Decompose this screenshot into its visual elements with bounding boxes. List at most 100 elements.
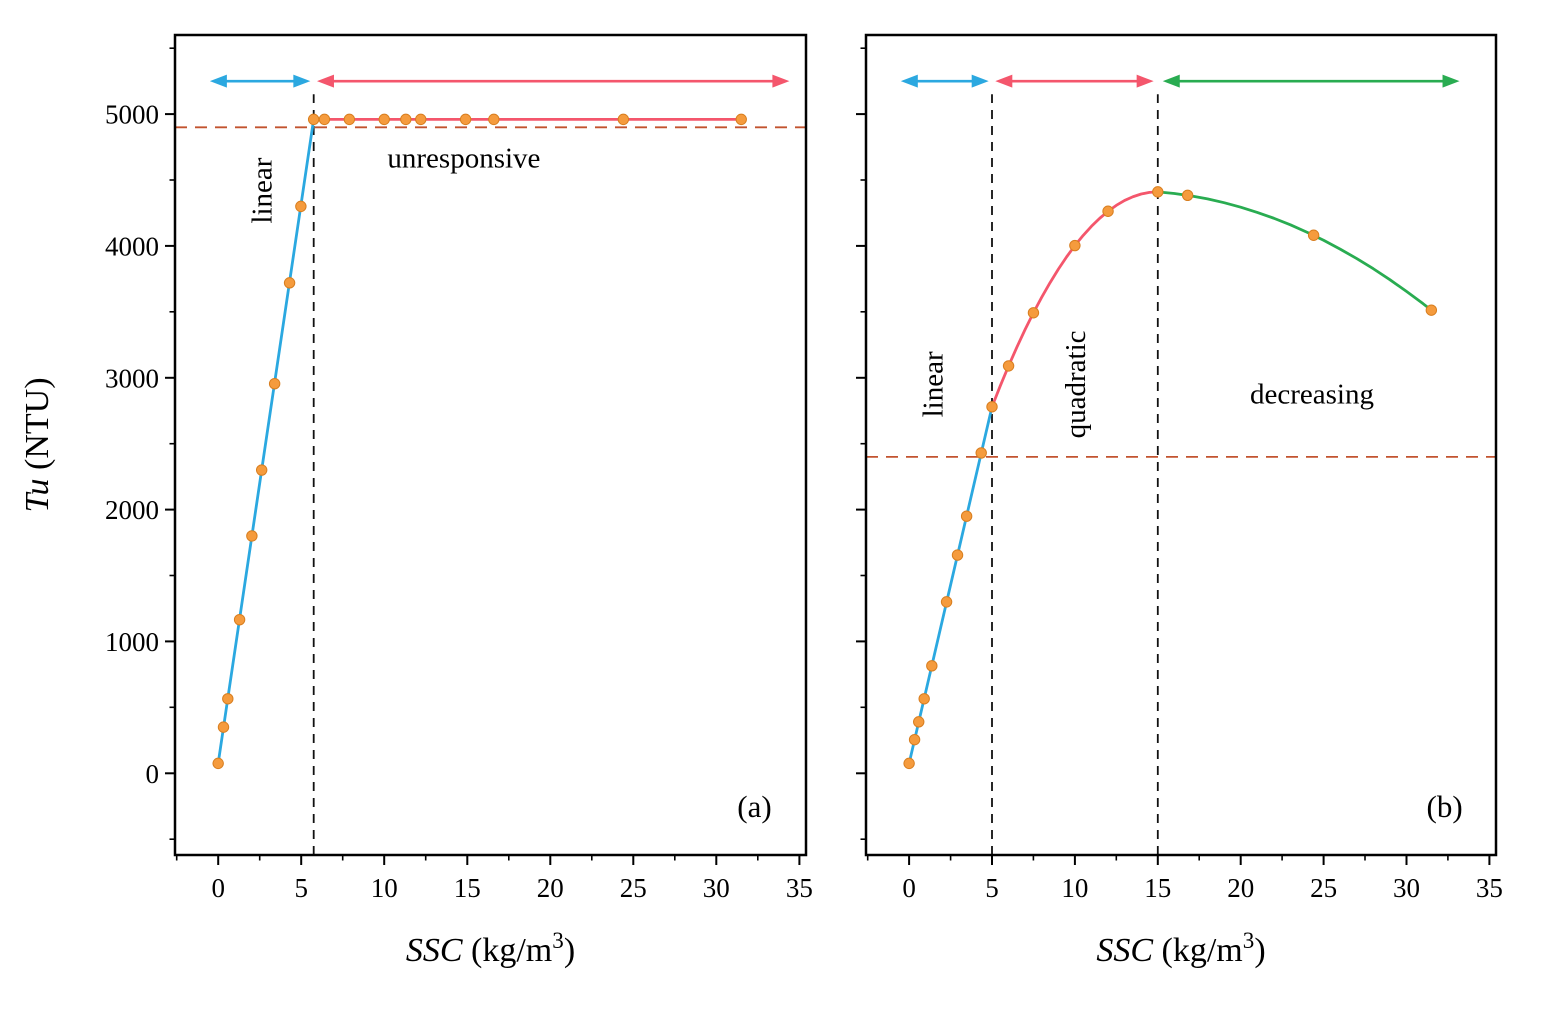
data-point: [975, 447, 987, 459]
data-point: [1069, 239, 1081, 252]
arrowhead-left-icon: [209, 74, 227, 88]
data-point: [1425, 304, 1438, 316]
arrowhead-left-icon: [1162, 74, 1180, 88]
data-point: [222, 693, 234, 705]
data-point: [617, 113, 630, 126]
label-italic-part: Tu: [19, 478, 56, 512]
x-tick-label: 30: [1393, 873, 1420, 903]
x-tick-label: 25: [620, 873, 647, 903]
regime-arrow: [995, 74, 1154, 88]
x-axis-title: SSC (kg/m3): [1096, 928, 1265, 969]
data-point: [233, 613, 246, 626]
x-tick-label: 10: [1061, 873, 1088, 903]
series-decreasing-fit: [1156, 190, 1433, 312]
y-tick-label: 4000: [105, 231, 159, 261]
data-point: [926, 660, 938, 672]
regime-arrow: [900, 74, 989, 88]
y-tick-label: 2000: [105, 495, 159, 525]
label-italic-part: SSC: [406, 932, 463, 969]
panel-label: (a): [737, 789, 771, 824]
data-point: [246, 530, 258, 542]
panel-a: 0 5 10 15 20 25 30 35 0 1000 2000 3000 4000 5000 linea…: [105, 33, 813, 969]
x-tick-label: 25: [1310, 873, 1337, 903]
label-close-part: ): [564, 932, 575, 969]
arrowhead-left-icon: [995, 74, 1013, 88]
data-point: [318, 113, 331, 126]
y-axis-title: Tu (NTU): [19, 377, 56, 512]
data-point: [378, 113, 390, 126]
x-tick-label: 35: [1476, 873, 1503, 903]
annotation-linear: linear: [917, 351, 949, 417]
x-tick-label: 0: [211, 873, 225, 903]
label-superscript: 3: [1243, 928, 1255, 954]
x-tick-label: 15: [454, 873, 481, 903]
data-point: [1307, 229, 1320, 241]
regime-arrow: [1162, 74, 1460, 88]
annotation-linear: linear: [246, 157, 278, 223]
regime-arrow: [209, 74, 311, 88]
arrowhead-right-icon: [1136, 74, 1154, 88]
data-point: [283, 277, 296, 289]
data-point: [343, 113, 356, 126]
arrowhead-right-icon: [971, 74, 989, 88]
series-linear-fit: [907, 405, 994, 765]
data-point: [255, 464, 268, 476]
x-tick-label: 5: [294, 873, 308, 903]
data-point: [400, 113, 412, 126]
data-point: [918, 693, 930, 705]
data-point: [1027, 307, 1040, 319]
label-normal-part: (kg/m: [1153, 932, 1243, 969]
arrowhead-left-icon: [900, 74, 918, 88]
annotation-quadratic: quadratic: [1060, 330, 1092, 438]
panel-b: 0 5 10 15 20 25 30 35 linear quadratic decreasing (…: [856, 33, 1503, 969]
data-point: [1002, 360, 1015, 372]
y-tick-label: 3000: [105, 363, 159, 393]
data-point: [960, 510, 973, 522]
data-point: [212, 757, 224, 770]
data-point: [735, 113, 747, 126]
data-point: [488, 113, 500, 126]
y-tick-label: 0: [146, 759, 160, 789]
label-close-part: ): [1254, 932, 1265, 969]
x-tick-label: 5: [985, 873, 999, 903]
plot-frame: [173, 33, 808, 857]
data-point: [1152, 186, 1164, 198]
arrowhead-right-icon: [293, 74, 311, 88]
series-linear-fit: [216, 117, 316, 765]
annotation-decreasing: decreasing: [1250, 379, 1374, 411]
x-axis-title: SSC (kg/m3): [406, 928, 575, 969]
data-point: [903, 757, 915, 770]
data-point: [908, 733, 921, 746]
arrowhead-right-icon: [1442, 74, 1460, 88]
panel-label: (b): [1427, 789, 1463, 824]
x-tick-label: 20: [1227, 873, 1254, 903]
x-tick-label: 30: [703, 873, 730, 903]
y-tick-label: 5000: [105, 100, 159, 130]
label-normal-part: (kg/m: [463, 932, 553, 969]
regime-arrow: [316, 74, 790, 88]
data-point: [217, 721, 230, 733]
data-point: [459, 113, 472, 126]
label-normal-part: (NTU): [19, 377, 56, 478]
label-superscript: 3: [552, 928, 564, 954]
y-tick-label: 1000: [105, 627, 159, 657]
data-point: [268, 378, 281, 390]
arrowhead-right-icon: [772, 74, 790, 88]
data-point: [986, 401, 998, 413]
data-point: [913, 716, 925, 728]
data-point: [940, 596, 953, 608]
data-point: [415, 113, 427, 126]
data-point: [295, 200, 307, 213]
data-point: [951, 549, 964, 561]
x-tick-label: 15: [1144, 873, 1171, 903]
annotation-unresponsive: unresponsive: [387, 143, 540, 175]
label-italic-part: SSC: [1096, 932, 1153, 969]
x-tick-label: 10: [371, 873, 398, 903]
arrowhead-left-icon: [316, 74, 334, 88]
data-point: [1102, 205, 1114, 217]
x-tick-label: 0: [902, 873, 916, 903]
data-point: [1181, 189, 1194, 202]
x-tick-label: 35: [786, 873, 813, 903]
